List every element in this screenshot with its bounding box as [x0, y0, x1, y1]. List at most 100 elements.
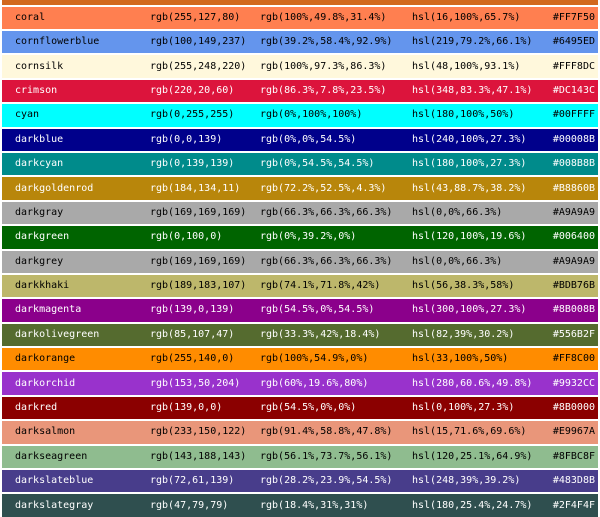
rgb-cell: rgb(143,188,143): [150, 450, 247, 462]
color-row: cyan rgb(0,255,255) rgb(0%,100%,100%) hsl(1…: [2, 104, 598, 127]
hsl-cell: hsl(120,100%,19.6%): [412, 231, 527, 243]
color-name-cell: darkgray: [15, 206, 64, 218]
hsl-cell: hsl(56,38.3%,58%): [412, 280, 515, 292]
hex-cell: #006400: [552, 231, 595, 243]
rgb-cell: rgb(255,140,0): [150, 353, 235, 365]
color-name-cell: cyan: [15, 109, 40, 121]
hsl-cell: hsl(0,0%,66.3%): [412, 255, 503, 267]
color-name-cell: darkcyan: [15, 158, 64, 170]
color-row: darkred rgb(139,0,0) rgb(54.5%,0%,0%) hsl(0…: [2, 396, 598, 420]
hsl-cell: hsl(120,25.1%,64.9%): [412, 450, 533, 462]
color-row: darkgrey rgb(169,169,169) rgb(66.3%,66.3%,…: [2, 250, 598, 273]
rgb-percent-cell: rgb(66.3%,66.3%,66.3%): [260, 255, 393, 267]
hsl-cell: hsl(248,39%,39.2%): [412, 475, 521, 487]
rgb-percent-cell: rgb(56.1%,73.7%,56.1%): [260, 450, 393, 462]
hex-cell: #00008B: [552, 133, 595, 145]
color-row: darkorchid rgb(153,50,204) rgb(60%,19.6%,8…: [2, 372, 598, 395]
hsl-cell: hsl(348,83.3%,47.1%): [412, 84, 533, 96]
hsl-cell: hsl(15,71.6%,69.6%): [412, 426, 527, 438]
color-row: darksalmon rgb(233,150,122) rgb(91.4%,58.8…: [2, 421, 598, 444]
rgb-percent-cell: rgb(0%,100%,100%): [260, 109, 363, 121]
hsl-cell: hsl(240,100%,27.3%): [412, 133, 527, 145]
rgb-cell: rgb(0,100,0): [150, 231, 223, 243]
color-name-cell: darkgrey: [15, 255, 64, 267]
hex-cell: #8B008B: [552, 304, 595, 316]
rgb-percent-cell: rgb(100%,97.3%,86.3%): [260, 60, 387, 72]
hex-cell: #8B0000: [552, 402, 595, 414]
hsl-cell: hsl(180,25.4%,24.7%): [412, 499, 533, 511]
color-name-cell: crimson: [15, 84, 58, 96]
rgb-percent-cell: rgb(72.2%,52.5%,4.3%): [260, 182, 387, 194]
hsl-cell: hsl(82,39%,30.2%): [412, 328, 515, 340]
color-row: darkseagreen rgb(143,188,143) rgb(56.1%,73…: [2, 445, 598, 469]
rgb-percent-cell: rgb(0%,39.2%,0%): [260, 231, 357, 243]
hex-cell: #FFF8DC: [552, 60, 595, 72]
color-row: darkmagenta rgb(139,0,139) rgb(54.5%,0%,54…: [2, 299, 598, 322]
hsl-cell: hsl(219,79.2%,66.1%): [412, 36, 533, 48]
color-row: darkgoldenrod rgb(184,134,11) rgb(72.2%,52…: [2, 177, 598, 200]
hex-cell: #BDB76B: [552, 280, 595, 292]
color-name-cell: cornsilk: [15, 60, 64, 72]
hex-cell: #6495ED: [552, 36, 595, 48]
rgb-percent-cell: rgb(39.2%,58.4%,92.9%): [260, 36, 393, 48]
rgb-cell: rgb(47,79,79): [150, 499, 229, 511]
rgb-cell: rgb(184,134,11): [150, 182, 241, 194]
rgb-cell: rgb(85,107,47): [150, 328, 235, 340]
rgb-percent-cell: rgb(100%,54.9%,0%): [260, 353, 369, 365]
rgb-cell: rgb(189,183,107): [150, 280, 247, 292]
rgb-cell: rgb(169,169,169): [150, 255, 247, 267]
hex-cell: #00FFFF: [552, 109, 595, 121]
color-name-cell: darkseagreen: [15, 450, 88, 462]
color-name-cell: darkorchid: [15, 377, 76, 389]
color-row: darkolivegreen rgb(85,107,47) rgb(33.3%,42…: [2, 323, 598, 347]
color-row: crimson rgb(220,20,60) rgb(86.3%,7.8%,23.5…: [2, 79, 598, 103]
hsl-cell: hsl(280,60.6%,49.8%): [412, 377, 533, 389]
rgb-percent-cell: rgb(54.5%,0%,54.5%): [260, 304, 375, 316]
hex-cell: #2F4F4F: [552, 499, 595, 511]
rgb-cell: rgb(0,139,139): [150, 158, 235, 170]
hex-cell: #483D8B: [552, 475, 595, 487]
rgb-percent-cell: rgb(18.4%,31%,31%): [260, 499, 369, 511]
color-row: darkblue rgb(0,0,139) rgb(0%,0%,54.5%) hsl(…: [2, 128, 598, 151]
color-row-partial-top: [2, 0, 598, 5]
hex-cell: #FF7F50: [552, 11, 595, 23]
color-name-cell: cornflowerblue: [15, 36, 100, 48]
color-name-cell: darksalmon: [15, 426, 76, 438]
hex-cell: #FF8C00: [552, 353, 595, 365]
color-row: darkslateblue rgb(72,61,139) rgb(28.2%,23.…: [2, 470, 598, 493]
color-name-cell: darkgoldenrod: [15, 182, 94, 194]
rgb-percent-cell: rgb(86.3%,7.8%,23.5%): [260, 84, 387, 96]
rgb-percent-cell: rgb(74.1%,71.8%,42%): [260, 280, 381, 292]
color-name-cell: darkorange: [15, 353, 76, 365]
color-name-cell: darkgreen: [15, 231, 70, 243]
hex-cell: #9932CC: [552, 377, 595, 389]
color-name-cell: darkslateblue: [15, 475, 94, 487]
hex-cell: #A9A9A9: [552, 206, 595, 218]
rgb-cell: rgb(0,255,255): [150, 109, 235, 121]
hsl-cell: hsl(48,100%,93.1%): [412, 60, 521, 72]
hsl-cell: hsl(0,0%,66.3%): [412, 206, 503, 218]
rgb-cell: rgb(220,20,60): [150, 84, 235, 96]
rgb-cell: rgb(100,149,237): [150, 36, 247, 48]
rgb-cell: rgb(139,0,139): [150, 304, 235, 316]
hsl-cell: hsl(33,100%,50%): [412, 353, 509, 365]
color-name-cell: darkkhaki: [15, 280, 70, 292]
hex-cell: #B8860B: [552, 182, 595, 194]
color-row: darkcyan rgb(0,139,139) rgb(0%,54.5%,54.5%…: [2, 152, 598, 176]
hsl-cell: hsl(300,100%,27.3%): [412, 304, 527, 316]
color-name-cell: darkblue: [15, 133, 64, 145]
hex-cell: #A9A9A9: [552, 255, 595, 267]
hex-cell: #8FBC8F: [552, 450, 595, 462]
hex-cell: #008B8B: [552, 158, 595, 170]
color-row: cornsilk rgb(255,248,220) rgb(100%,97.3%,8…: [2, 55, 598, 78]
hsl-cell: hsl(180,100%,50%): [412, 109, 515, 121]
rgb-cell: rgb(72,61,139): [150, 475, 235, 487]
rgb-percent-cell: rgb(33.3%,42%,18.4%): [260, 328, 381, 340]
rgb-cell: rgb(153,50,204): [150, 377, 241, 389]
rgb-percent-cell: rgb(60%,19.6%,80%): [260, 377, 369, 389]
color-row: darkorange rgb(255,140,0) rgb(100%,54.9%,0…: [2, 348, 598, 371]
rgb-cell: rgb(255,127,80): [150, 11, 241, 23]
rgb-cell: rgb(233,150,122): [150, 426, 247, 438]
rgb-percent-cell: rgb(100%,49.8%,31.4%): [260, 11, 387, 23]
